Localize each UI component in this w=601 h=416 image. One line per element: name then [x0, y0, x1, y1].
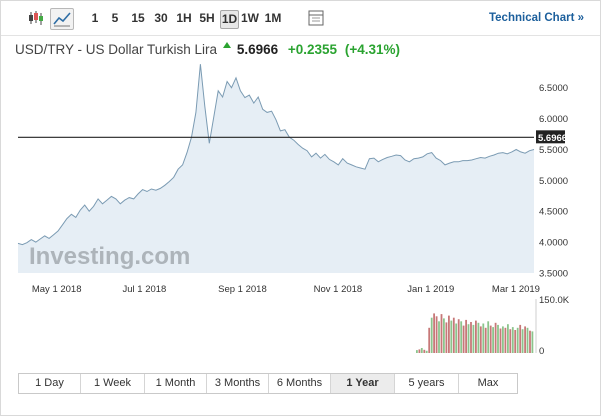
price-line: [17, 64, 535, 246]
volume-bar: [489, 325, 492, 353]
price-tick-label: 6.5000: [539, 83, 568, 94]
volume-bar: [499, 328, 502, 353]
volume-bar: [472, 324, 475, 353]
calendar-icon[interactable]: [305, 8, 327, 28]
volume-bar: [484, 327, 487, 353]
interval-1m[interactable]: 1M: [264, 11, 282, 25]
volume-bar: [529, 330, 531, 353]
interval-5[interactable]: 5: [111, 11, 119, 25]
range-tab-5-years[interactable]: 5 years: [395, 374, 459, 393]
price-tick-label: 3.5000: [539, 269, 568, 280]
date-tick-label: Sep 1 2018: [218, 284, 267, 295]
range-tab-1-year[interactable]: 1 Year: [331, 374, 395, 393]
volume-bar: [450, 320, 453, 353]
price-chart[interactable]: Investing.com 5.6966 150.0K 0 6.5000 6.0000…: [1, 59, 600, 371]
chart-toolbar: 1 5 15 30 1H 5H 1D 1W 1M Technical Chart »: [1, 1, 600, 36]
interval-5h[interactable]: 5H: [199, 11, 215, 25]
volume-tick-label: 0: [539, 346, 544, 357]
volume-bar: [420, 348, 423, 353]
instrument-name: USD/TRY - US Dollar Turkish Lira: [15, 42, 218, 57]
date-tick-label: Nov 1 2018: [314, 284, 363, 295]
volume-bar: [445, 322, 448, 353]
volume-bar: [465, 319, 467, 353]
date-tick-label: Jul 1 2018: [122, 284, 166, 295]
arrow-up-icon: [223, 42, 232, 48]
interval-1w[interactable]: 1W: [241, 11, 259, 25]
price-tick-label: 6.0000: [539, 114, 568, 125]
range-tab-6-months[interactable]: 6 Months: [269, 374, 331, 393]
range-tab-max[interactable]: Max: [459, 374, 517, 393]
volume-bar: [470, 322, 472, 353]
volume-bar: [418, 349, 421, 353]
volume-bar: [509, 329, 512, 353]
volume-bar: [433, 313, 435, 353]
volume-bar: [443, 318, 445, 353]
volume-bar: [455, 323, 458, 353]
volume-bar: [457, 319, 460, 353]
volume-bar: [482, 323, 485, 353]
volume-bar: [531, 331, 534, 353]
instrument-header: USD/TRY - US Dollar Turkish Lira 5.6966 …: [15, 42, 400, 57]
volume-bar: [475, 320, 477, 353]
interval-1[interactable]: 1: [91, 11, 99, 25]
area-chart-icon[interactable]: [50, 8, 74, 30]
volume-bar: [487, 321, 490, 353]
current-price-label: 5.6966: [538, 133, 567, 144]
price-tick-label: 5.5000: [539, 145, 568, 156]
volume-tick-label: 150.0K: [539, 295, 570, 306]
volume-bar: [526, 327, 529, 353]
price-tick-label: 5.0000: [539, 176, 568, 187]
volume-bar: [416, 350, 418, 353]
volume-bar: [497, 324, 499, 353]
watermark-logo: Investing.com: [29, 243, 190, 270]
volume-bar: [521, 329, 524, 353]
volume-bar: [502, 326, 504, 353]
last-price: 5.6966: [236, 42, 279, 57]
interval-15[interactable]: 15: [131, 11, 145, 25]
range-tab-3-months[interactable]: 3 Months: [207, 374, 269, 393]
volume-bar: [507, 324, 509, 353]
volume-bar: [494, 322, 497, 353]
volume-bar: [452, 317, 455, 353]
range-tab-1-month[interactable]: 1 Month: [145, 374, 207, 393]
volume-bar: [425, 350, 428, 353]
price-tick-label: 4.5000: [539, 207, 568, 218]
volume-bar: [438, 321, 440, 353]
volume-bar: [460, 321, 463, 353]
technical-chart-link[interactable]: Technical Chart »: [488, 12, 584, 24]
date-tick-label: May 1 2018: [32, 284, 82, 295]
price-tick-label: 4.0000: [539, 238, 568, 249]
volume-bar: [504, 327, 507, 353]
date-tick-label: Jan 1 2019: [407, 284, 454, 295]
volume-bar: [524, 326, 526, 353]
volume-bar: [423, 349, 426, 353]
volume-bar: [477, 322, 480, 353]
interval-30[interactable]: 30: [154, 11, 168, 25]
volume-bar: [519, 324, 522, 353]
volume-bar: [462, 325, 465, 353]
range-tab-1-week[interactable]: 1 Week: [81, 374, 145, 393]
volume-bar: [514, 330, 517, 353]
time-range-tabs: 1 Day 1 Week 1 Month 3 Months 6 Months 1 Year…: [18, 373, 518, 394]
volume-bar: [430, 317, 433, 353]
volume-bar: [435, 316, 438, 353]
volume-bar: [428, 327, 431, 353]
date-tick-label: Mar 1 2019: [492, 284, 540, 295]
price-change: +0.2355: [287, 42, 338, 57]
price-change-pct: (+4.31%): [344, 42, 400, 57]
volume-bar: [440, 314, 443, 353]
volume-bar: [492, 327, 494, 353]
interval-1d[interactable]: 1D: [220, 10, 239, 29]
current-price-badge: [536, 130, 565, 144]
volume-bar: [448, 315, 450, 353]
volume-bar: [511, 327, 514, 353]
volume-bar: [479, 326, 482, 353]
volume-bar: [516, 327, 519, 353]
interval-1h[interactable]: 1H: [176, 11, 192, 25]
volume-bar: [467, 324, 470, 353]
price-area: [18, 64, 534, 273]
candlestick-icon[interactable]: [25, 8, 47, 28]
range-tab-1-day[interactable]: 1 Day: [19, 374, 81, 393]
